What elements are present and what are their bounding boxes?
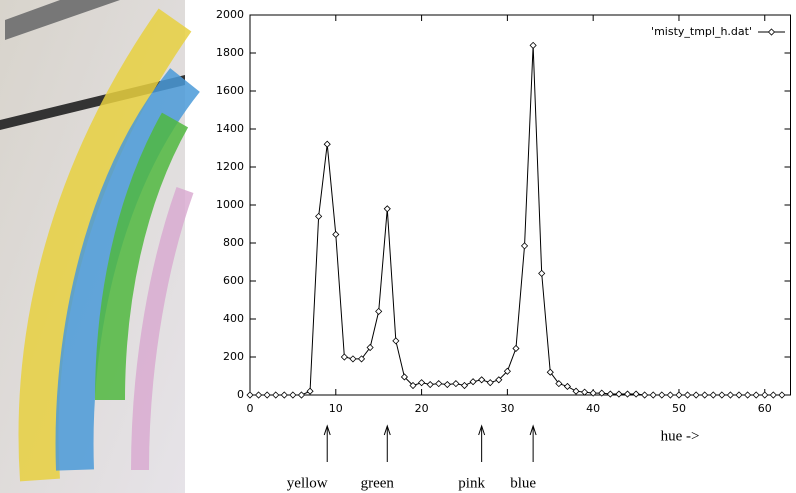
point-marker	[409, 381, 417, 390]
y-tick-label: 400	[223, 312, 244, 325]
point-marker	[349, 355, 357, 363]
point-marker	[666, 391, 674, 399]
y-tick-label: 600	[223, 274, 244, 287]
plot-frame	[249, 14, 791, 396]
point-marker	[598, 389, 606, 397]
point-marker	[418, 379, 426, 387]
point-marker	[769, 391, 777, 399]
point-marker	[332, 230, 340, 239]
point-marker	[546, 368, 554, 376]
point-marker	[675, 391, 683, 399]
point-marker	[289, 391, 297, 399]
point-marker	[478, 376, 486, 384]
x-tick-label: 40	[586, 402, 600, 415]
point-marker	[272, 391, 280, 399]
arrow-head	[383, 424, 391, 436]
y-tick-label: 800	[223, 236, 244, 249]
point-marker	[623, 390, 632, 398]
point-marker	[709, 391, 717, 399]
point-marker	[529, 41, 537, 49]
legend-marker	[767, 28, 776, 36]
point-marker	[778, 391, 786, 399]
point-marker	[581, 388, 589, 396]
point-marker	[555, 380, 563, 388]
point-marker	[632, 390, 640, 398]
point-marker	[383, 205, 391, 213]
arrow-head	[529, 424, 537, 436]
point-marker	[512, 344, 520, 353]
point-marker	[452, 380, 460, 388]
point-marker	[306, 387, 314, 395]
point-marker	[357, 355, 366, 363]
point-marker	[263, 391, 271, 399]
point-marker	[426, 380, 434, 389]
y-tick-label: 1800	[216, 46, 244, 59]
point-marker	[658, 391, 666, 399]
point-marker	[726, 391, 735, 399]
y-tick-label: 1000	[216, 198, 244, 211]
point-marker	[538, 269, 546, 277]
point-marker	[486, 379, 494, 387]
x-axis-label: hue ->	[661, 428, 700, 444]
x-tick-label: 30	[500, 402, 514, 415]
point-marker	[503, 367, 511, 375]
y-tick-label: 2000	[216, 8, 244, 21]
legend-label: 'misty_tmpl_h.dat'	[651, 25, 752, 38]
y-tick-label: 200	[223, 350, 244, 363]
point-marker	[606, 390, 614, 398]
point-marker	[735, 391, 743, 399]
y-tick-label: 1600	[216, 84, 244, 97]
point-marker	[323, 140, 331, 148]
point-marker	[400, 373, 408, 381]
y-tick-label: 1200	[216, 160, 244, 173]
point-marker	[563, 382, 572, 391]
x-tick-label: 20	[415, 402, 429, 415]
point-marker	[641, 391, 649, 399]
point-marker	[744, 391, 752, 399]
point-marker	[761, 391, 769, 399]
series-line	[250, 45, 782, 396]
y-tick-label: 1400	[216, 122, 244, 135]
point-marker	[520, 242, 529, 250]
x-tick-label: 10	[329, 402, 343, 415]
y-tick-label: 0	[237, 388, 244, 401]
photo	[0, 0, 200, 493]
point-marker	[297, 391, 306, 399]
point-marker	[443, 380, 451, 389]
x-tick-label: 50	[672, 402, 686, 415]
point-marker	[718, 391, 726, 399]
annotation-label: pink	[458, 475, 485, 491]
point-marker	[460, 381, 469, 390]
point-marker	[572, 387, 580, 395]
point-marker	[392, 337, 400, 345]
point-marker	[340, 353, 348, 361]
point-marker	[255, 391, 263, 399]
arrow-head	[478, 424, 486, 436]
x-tick-label: 60	[758, 402, 772, 415]
point-marker	[315, 212, 323, 220]
arrow-head	[323, 424, 331, 436]
point-marker	[701, 391, 709, 399]
annotation-label: blue	[510, 475, 536, 491]
point-marker	[692, 391, 700, 399]
annotation-label: green	[361, 475, 395, 491]
point-marker	[615, 390, 623, 398]
point-marker	[366, 343, 374, 352]
point-marker	[469, 378, 477, 386]
point-marker	[495, 376, 503, 384]
point-marker	[246, 391, 254, 399]
annotation-label: yellow	[287, 475, 328, 491]
point-marker	[280, 391, 288, 399]
point-marker	[752, 391, 760, 399]
point-marker	[589, 389, 597, 397]
point-marker	[683, 391, 692, 399]
point-marker	[649, 391, 657, 399]
point-marker	[375, 307, 383, 315]
x-tick-label: 0	[247, 402, 254, 415]
point-marker	[435, 380, 443, 388]
